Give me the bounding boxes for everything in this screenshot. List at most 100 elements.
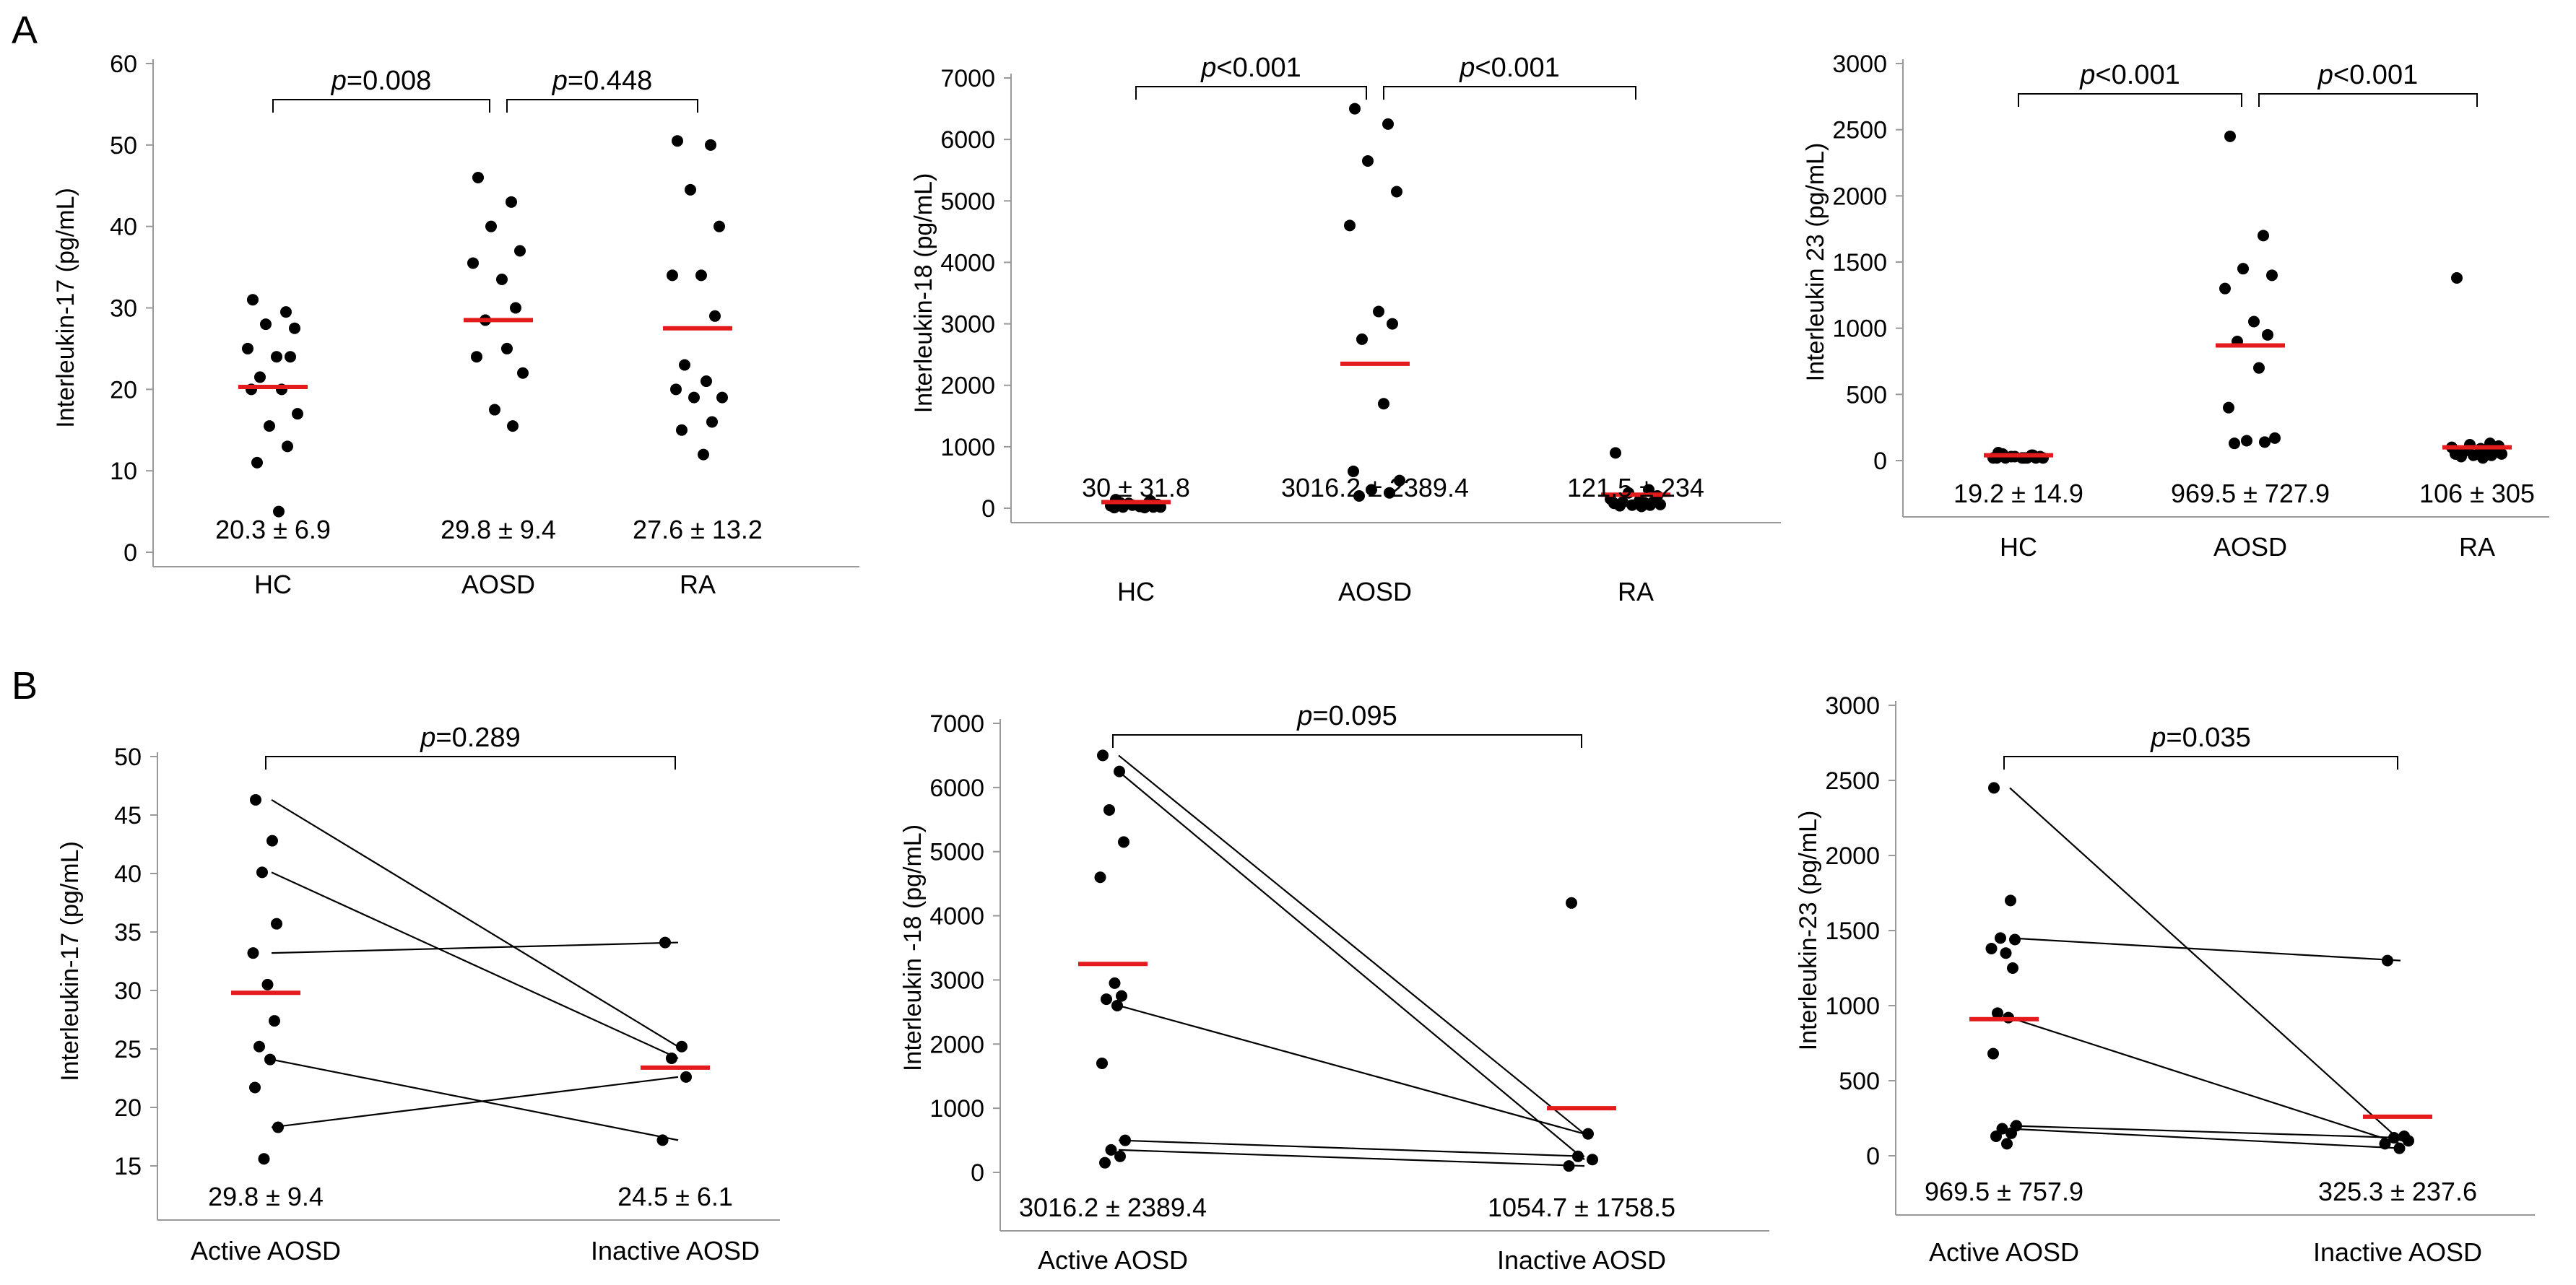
data-point [1348,465,1359,477]
y-tick-label: 45 [114,802,142,829]
data-point [1988,782,2000,794]
group-summary: 3016.2 ± 2389.4 [1281,473,1469,502]
pair-line [2009,1125,2401,1139]
group-summary: 969.5 ± 757.9 [1925,1177,2083,1206]
y-tick-label: 500 [1839,1068,1880,1095]
data-point [656,1134,669,1146]
data-point [1995,932,2006,944]
y-tick-label: 0 [1866,1143,1880,1170]
group-summary: 1054.7 ± 1758.5 [1488,1193,1675,1222]
data-point [485,220,497,232]
data-point [289,322,300,334]
data-point [1366,484,1377,496]
data-point [716,391,728,404]
data-point [2229,437,2240,450]
data-point [676,424,688,436]
data-point [1614,500,1626,512]
data-point [1587,1154,1598,1166]
data-point [2468,449,2479,461]
data-point [496,274,508,286]
x-tick-label: AOSD [2213,532,2287,562]
chart-a2: 0 1000 2000 3000 4000 5000 6000 7000 Interleukin… [910,53,1781,606]
data-point [701,375,712,388]
data-point [2253,362,2265,374]
data-point [1384,487,1395,499]
x-tick-label: HC [2000,532,2037,562]
x-tick-label: RA [1618,577,1654,606]
y-tick-label: 3000 [1825,692,1880,720]
data-point [659,936,671,949]
x-tick-label: Active AOSD [1038,1245,1188,1275]
y-tick-label: 500 [1846,381,1887,409]
data-point [2241,435,2252,447]
data-point [1985,942,1998,954]
x-tick-label: HC [1117,577,1155,606]
data-point [1349,103,1361,115]
data-point [2266,269,2278,282]
data-point [517,367,529,379]
data-point [1582,1128,1594,1140]
y-tick-label: 1000 [1832,315,1887,343]
group-summary: 121.5 ± 234 [1567,473,1704,502]
data-point [472,171,484,183]
data-point [2382,954,2393,967]
y-tick-label: 30 [114,977,142,1005]
data-point [2379,1138,2391,1150]
data-point [1373,305,1384,318]
data-point [1109,977,1121,989]
comparison-bracket [2003,756,2398,770]
y-tick-label: 0 [981,495,995,523]
data-point [2248,315,2260,328]
y-tick-label: 20 [114,1094,142,1122]
data-point [672,135,683,147]
group-summary: 29.8 ± 9.4 [208,1182,324,1211]
data-point [282,440,293,453]
pair-line [271,1076,679,1128]
data-point [489,404,500,416]
data-point [706,416,718,428]
y-tick-label: 3000 [940,311,995,339]
group-summary: 106 ± 305 [2419,479,2535,508]
data-point [467,257,479,269]
y-tick-label: 2500 [1825,767,1880,795]
data-point [292,408,303,420]
y-tick-label: 2000 [1832,183,1887,210]
data-point [254,371,266,383]
p-value-label: p=0.035 [2150,723,2250,753]
chart-a3: 0 500 1000 1500 2000 2500 3000 Interleukin 23 (… [1802,51,2549,562]
pair-line [2009,937,2401,962]
y-axis-title: Interleukin-18 (pg/mL) [910,173,937,414]
y-tick-label: 3000 [1832,51,1887,78]
data-point [2009,933,2021,946]
y-tick-label: 40 [110,214,137,241]
data-point [1362,154,1374,167]
y-axis-title: Interleukin-17 (pg/mL) [52,188,79,428]
data-point [271,351,282,363]
y-tick-label: 30 [110,295,137,323]
data-point [258,1153,270,1165]
data-point [1353,489,1365,502]
group-summary: 19.2 ± 14.9 [1953,479,2083,508]
data-point [2393,1142,2406,1154]
group-summary: 24.5 ± 6.1 [617,1182,733,1211]
data-point [1987,1047,1999,1060]
data-point [1992,1007,2003,1019]
data-point [1378,398,1389,410]
data-point [2005,894,2016,907]
data-point [1563,1160,1575,1172]
x-tick-label: RA [2459,532,2495,562]
y-tick-label: 4000 [940,249,995,276]
data-point [1103,803,1115,816]
data-point [1387,318,1398,330]
comparison-bracket [506,99,698,113]
data-point [666,1052,677,1064]
data-point [251,456,263,469]
data-point [1990,1130,2002,1142]
data-point [266,835,278,847]
data-point [2000,947,2012,959]
x-tick-label: Inactive AOSD [2313,1237,2482,1267]
data-point [2005,1127,2017,1139]
data-point [510,302,521,314]
data-point [1655,498,1666,510]
